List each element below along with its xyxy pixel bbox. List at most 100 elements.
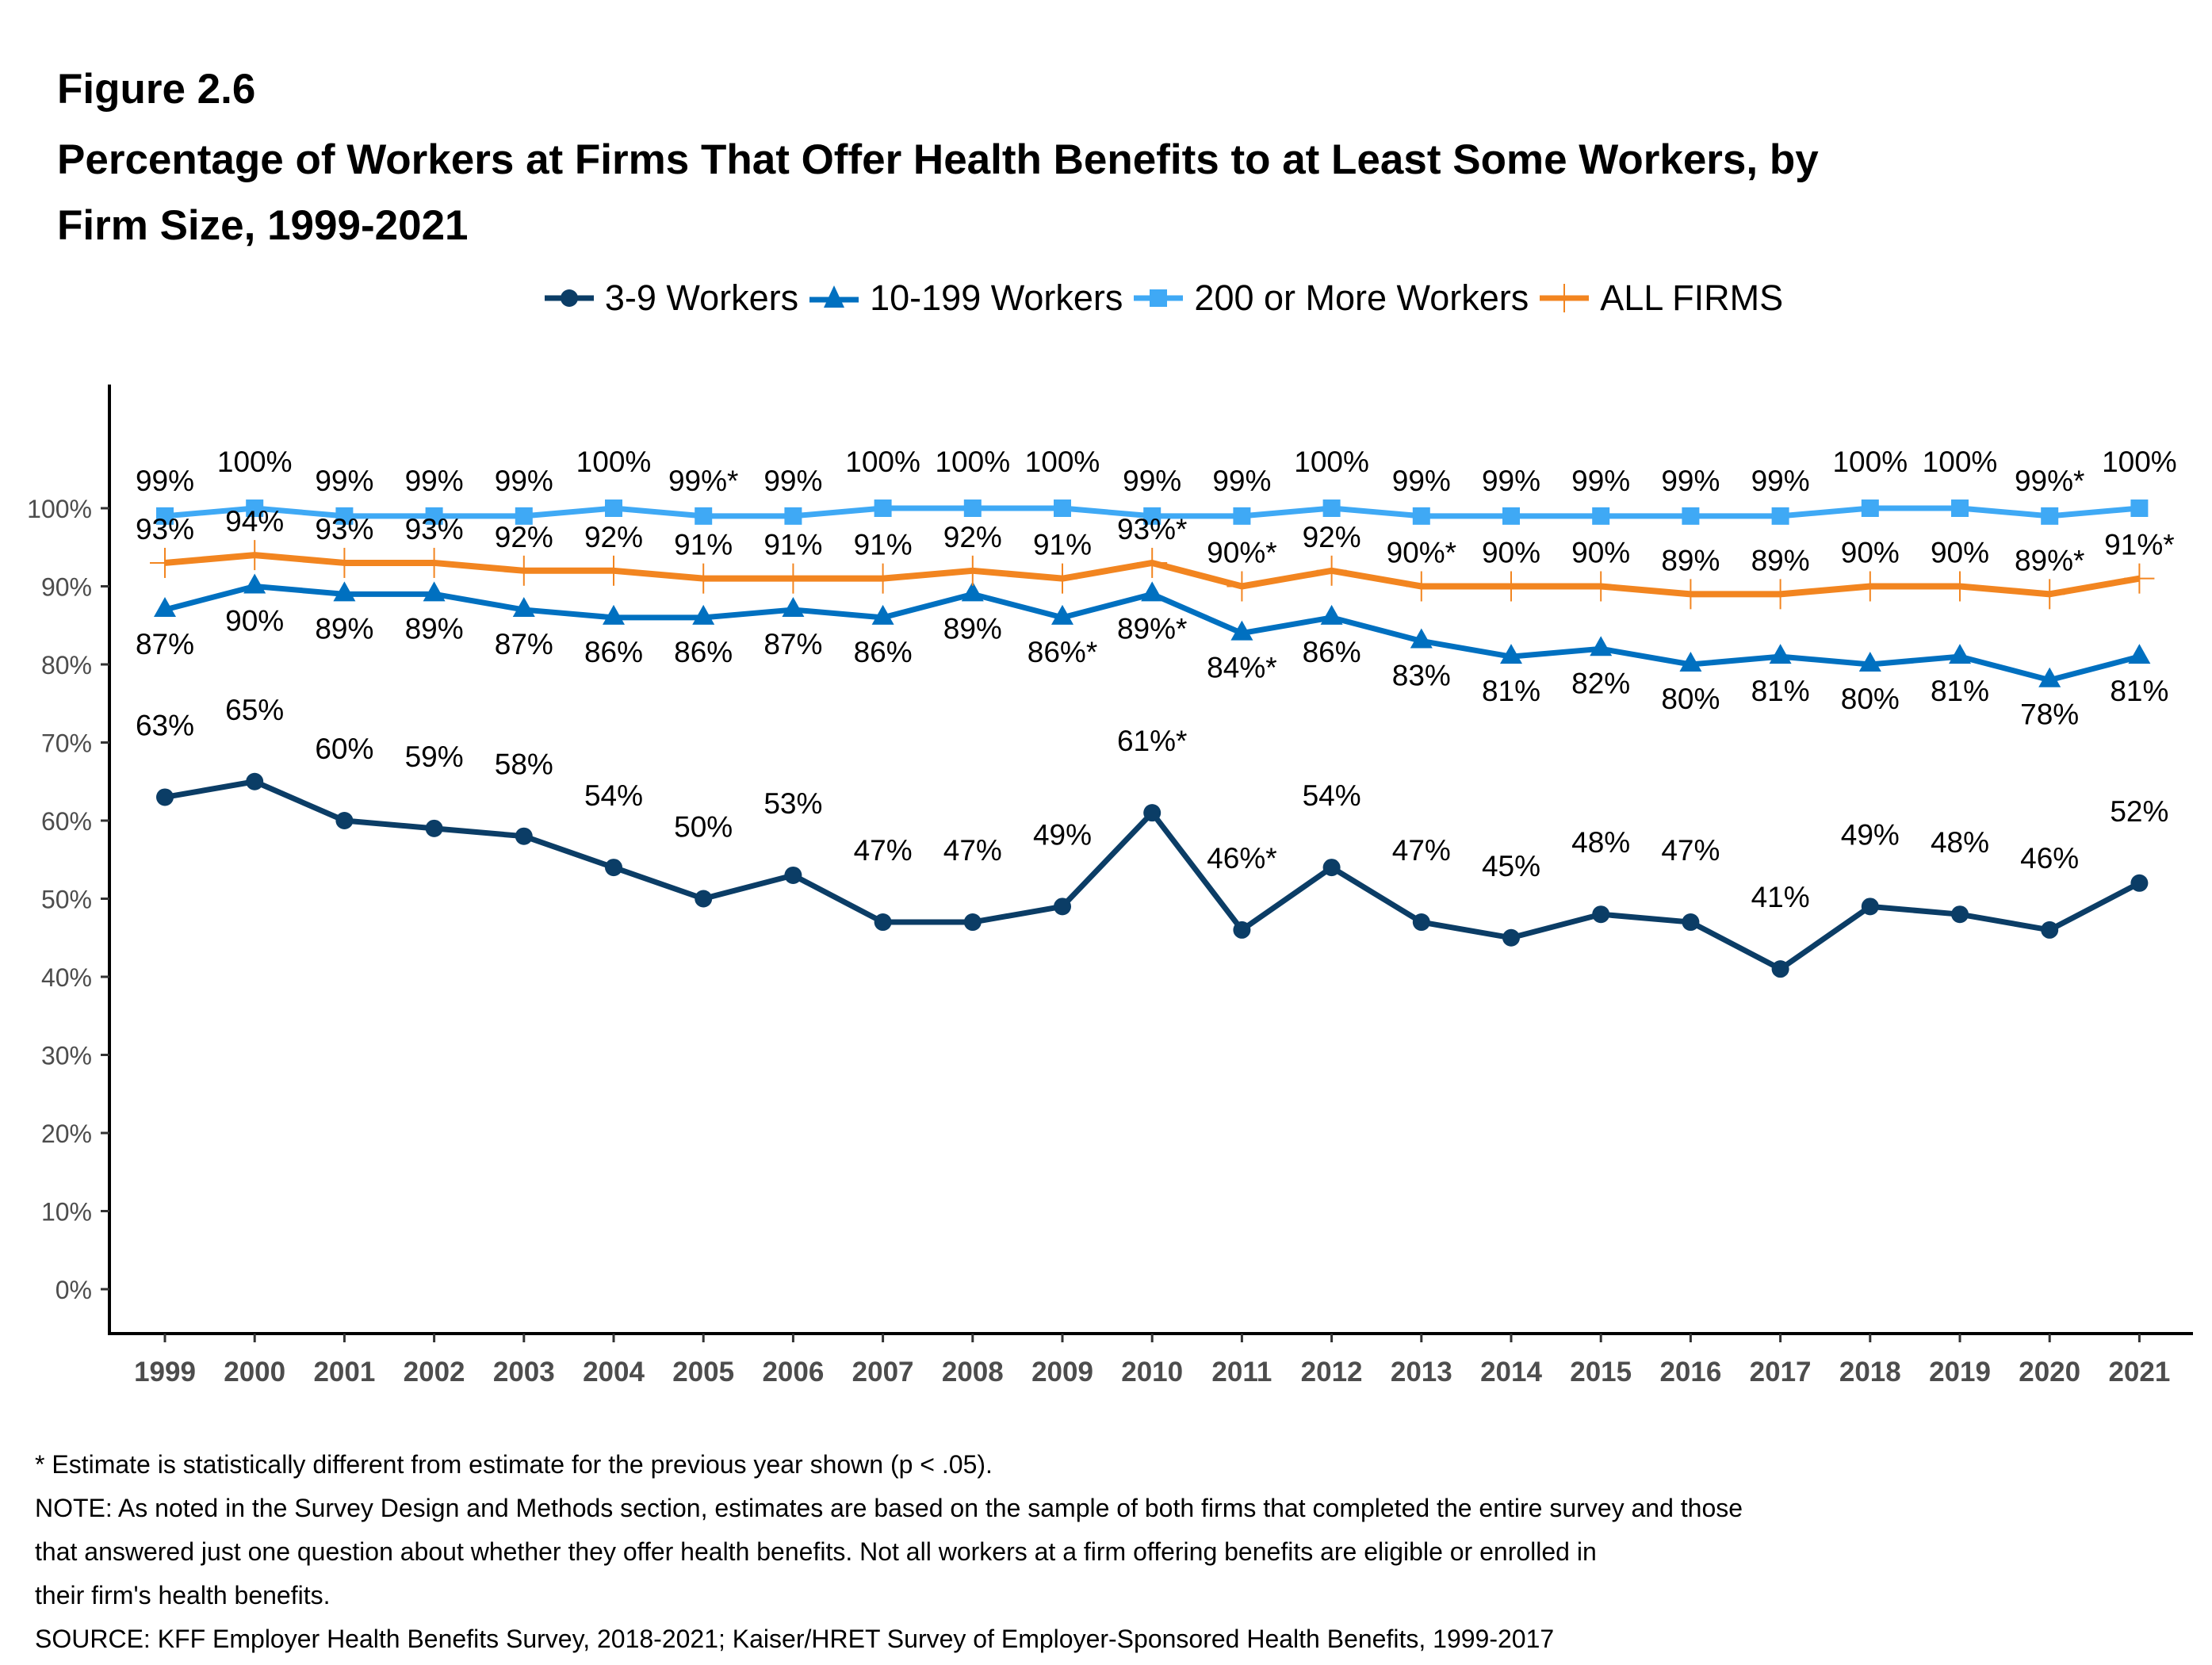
data-point-200-or-more-workers [963, 500, 982, 517]
data-point-all-firms [419, 547, 450, 578]
data-label-10-199-workers: 89% [405, 612, 464, 645]
x-tick-label: 2021 [2108, 1357, 2170, 1388]
x-tick-label: 2014 [1480, 1357, 1542, 1388]
data-label-all-firms: 93% [405, 513, 464, 545]
data-label-200-or-more-workers: 99% [1571, 465, 1630, 497]
data-label-10-199-workers: 84%* [1207, 652, 1276, 684]
data-point-3-9-workers [1771, 960, 1789, 978]
x-tick-label: 2019 [1929, 1357, 1991, 1388]
data-point-10-199-workers [333, 581, 356, 602]
y-tick-label: 10% [41, 1198, 92, 1227]
data-label-all-firms: 93%* [1117, 513, 1187, 545]
data-label-200-or-more-workers: 99% [1212, 465, 1271, 497]
data-label-200-or-more-workers: 99% [1661, 465, 1720, 497]
data-point-3-9-workers [2041, 921, 2059, 939]
data-label-all-firms: 89% [1751, 544, 1810, 576]
legend-plus-marker-icon [1540, 284, 1590, 312]
data-label-all-firms: 91% [763, 529, 822, 561]
x-tick-label: 2002 [404, 1357, 465, 1388]
data-point-10-199-workers [871, 604, 894, 625]
data-point-all-firms [1945, 571, 1975, 602]
data-label-200-or-more-workers: 100% [1923, 446, 1998, 478]
data-point-3-9-workers [515, 827, 533, 845]
data-point-all-firms [1854, 571, 1885, 602]
data-point-3-9-workers [784, 866, 802, 884]
data-point-3-9-workers [335, 812, 354, 829]
x-tick-label: 2011 [1211, 1357, 1272, 1388]
data-point-3-9-workers [874, 913, 892, 932]
chart-title-line-1: Percentage of Workers at Firms That Offe… [57, 136, 1819, 183]
data-label-200-or-more-workers: 99% [1392, 465, 1451, 497]
figure-label: Figure 2.6 [57, 66, 256, 113]
data-point-200-or-more-workers [874, 500, 892, 517]
x-tick-label: 2006 [762, 1357, 824, 1388]
data-point-10-199-workers [782, 597, 805, 618]
data-label-10-199-workers: 81% [1751, 675, 1810, 707]
data-point-all-firms [508, 555, 539, 586]
data-point-3-9-workers [1502, 928, 1520, 947]
data-label-200-or-more-workers: 99% [1482, 465, 1540, 497]
data-label-10-199-workers: 81% [1931, 675, 1989, 707]
legend-label: 200 or More Workers [1194, 278, 1529, 318]
data-label-all-firms: 92% [584, 521, 643, 553]
data-point-200-or-more-workers [515, 507, 533, 525]
footnote-source: SOURCE: KFF Employer Health Benefits Sur… [35, 1625, 1555, 1653]
data-label-3-9-workers: 50% [674, 811, 733, 844]
x-tick-label: 1999 [134, 1357, 196, 1388]
data-label-all-firms: 92% [495, 521, 553, 553]
data-point-200-or-more-workers [246, 500, 264, 517]
data-point-200-or-more-workers [1592, 507, 1610, 525]
data-label-all-firms: 90% [1841, 537, 1900, 569]
data-point-all-firms [688, 563, 719, 594]
data-label-all-firms: 89%* [2015, 544, 2084, 576]
x-tick-label: 2009 [1031, 1357, 1093, 1388]
data-point-3-9-workers [246, 772, 264, 790]
data-point-10-199-workers [423, 581, 446, 602]
data-label-all-firms: 90% [1482, 537, 1540, 569]
data-label-all-firms: 93% [315, 513, 373, 545]
y-tick-label: 0% [55, 1276, 92, 1304]
data-label-3-9-workers: 53% [763, 787, 822, 820]
data-label-10-199-workers: 90% [225, 605, 284, 637]
data-label-all-firms: 94% [225, 505, 284, 538]
x-tick-label: 2005 [672, 1357, 734, 1388]
chart-title-line-2: Firm Size, 1999-2021 [57, 202, 469, 249]
data-label-3-9-workers: 41% [1751, 881, 1810, 913]
data-label-10-199-workers: 89%* [1117, 612, 1187, 645]
data-label-10-199-workers: 89% [943, 612, 1002, 645]
y-tick-label: 50% [41, 886, 92, 914]
series-markers [150, 500, 2155, 978]
data-point-200-or-more-workers [1322, 500, 1341, 517]
data-point-10-199-workers [1230, 620, 1253, 641]
data-point-all-firms [1765, 579, 1796, 610]
data-label-10-199-workers: 86% [1303, 636, 1361, 668]
data-point-200-or-more-workers [1233, 507, 1251, 525]
data-label-10-199-workers: 82% [1571, 667, 1630, 699]
y-tick-label: 20% [41, 1120, 92, 1148]
data-label-200-or-more-workers: 99%* [668, 465, 738, 497]
data-label-10-199-workers: 87% [136, 628, 194, 660]
x-tick-label: 2016 [1659, 1357, 1721, 1388]
data-point-200-or-more-workers [156, 507, 174, 525]
data-label-10-199-workers: 86%* [1028, 636, 1097, 668]
data-point-10-199-workers [154, 597, 176, 618]
data-point-200-or-more-workers [1682, 507, 1700, 525]
data-point-10-199-workers [2038, 667, 2061, 687]
data-point-200-or-more-workers [2041, 507, 2059, 525]
data-point-10-199-workers [1858, 652, 1881, 672]
data-point-10-199-workers [1769, 644, 1792, 664]
chart-footer: * Estimate is statistically different fr… [35, 1443, 1743, 1661]
data-label-3-9-workers: 46% [2020, 842, 2079, 875]
x-tick-label: 2017 [1750, 1357, 1812, 1388]
legend-item-all-firms: ALL FIRMS [1540, 278, 1783, 319]
data-point-10-199-workers [1320, 604, 1343, 625]
y-tick-label: 40% [41, 963, 92, 992]
x-tick-label: 2015 [1570, 1357, 1632, 1388]
data-label-all-firms: 90% [1931, 537, 1989, 569]
data-point-3-9-workers [1951, 905, 1969, 924]
data-point-all-firms [2034, 579, 2065, 610]
data-label-3-9-workers: 63% [136, 709, 194, 741]
footnote-significance: * Estimate is statistically different fr… [35, 1450, 993, 1479]
data-label-3-9-workers: 48% [1931, 826, 1989, 859]
data-label-all-firms: 91%* [2104, 529, 2174, 561]
